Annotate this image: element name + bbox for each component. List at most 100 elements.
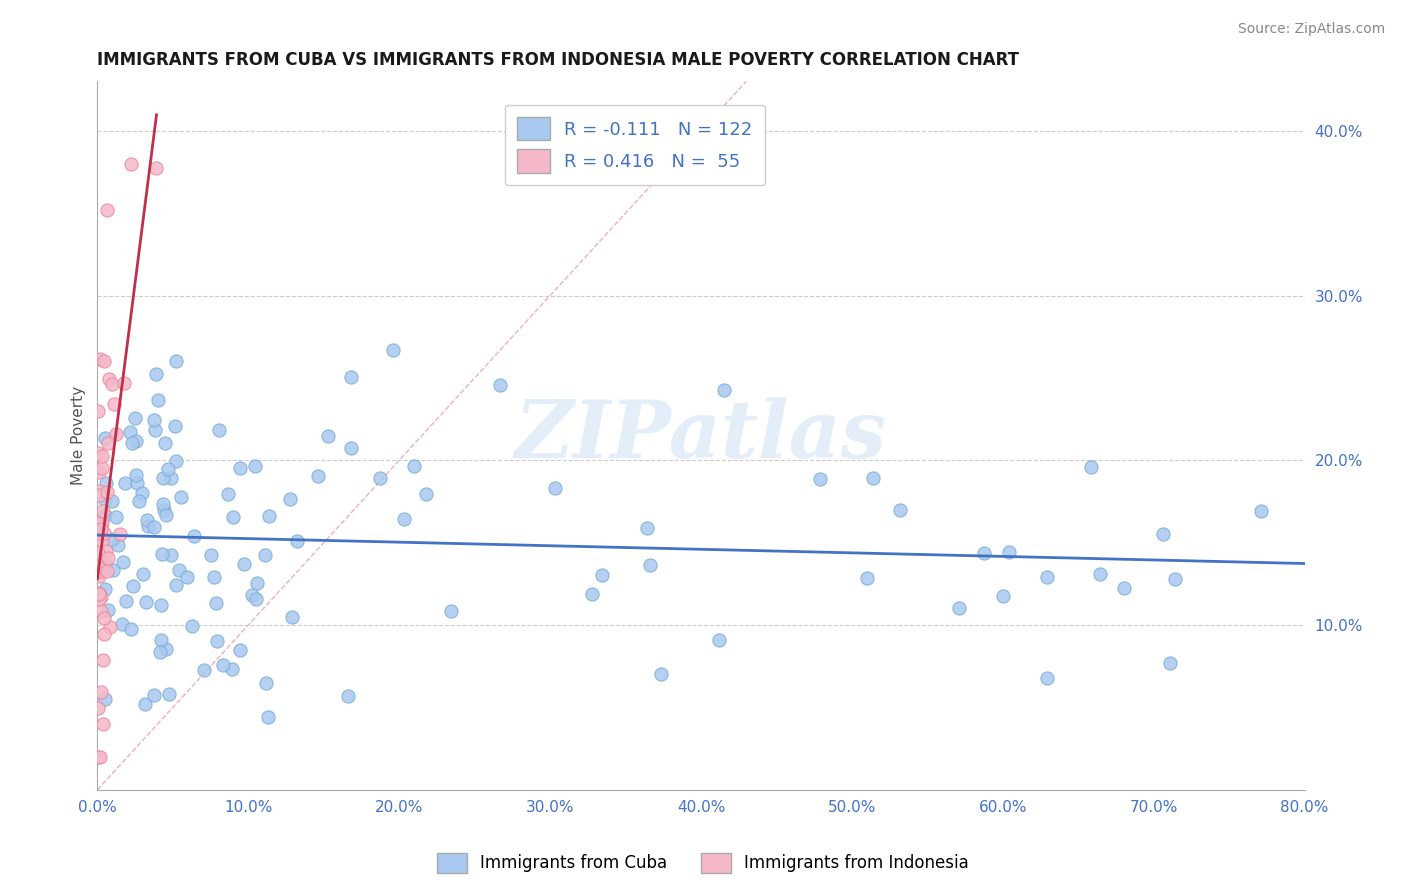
Point — [159, 471, 181, 485]
Point — [125, 434, 148, 449]
Point — [862, 471, 884, 485]
Point — [145, 367, 167, 381]
Point — [650, 667, 672, 681]
Point — [948, 600, 970, 615]
Point — [107, 538, 129, 552]
Point — [91, 717, 114, 731]
Point — [254, 676, 277, 690]
Point — [91, 556, 114, 570]
Point — [87, 592, 110, 607]
Point — [110, 617, 132, 632]
Point — [121, 436, 143, 450]
Point — [96, 202, 118, 217]
Point — [135, 595, 157, 609]
Point — [165, 453, 187, 467]
Point — [544, 481, 567, 495]
Point — [91, 504, 114, 518]
Point — [489, 377, 512, 392]
Point — [93, 525, 115, 540]
Point — [1152, 526, 1174, 541]
Point — [1080, 460, 1102, 475]
Point — [155, 508, 177, 523]
Point — [97, 603, 120, 617]
Point — [165, 577, 187, 591]
Point — [89, 488, 111, 502]
Point — [98, 620, 121, 634]
Point — [87, 750, 110, 764]
Point — [176, 570, 198, 584]
Point — [120, 157, 142, 171]
Point — [90, 684, 112, 698]
Point — [89, 558, 111, 572]
Point — [808, 472, 831, 486]
Point — [89, 351, 111, 366]
Point — [152, 497, 174, 511]
Point — [155, 642, 177, 657]
Point — [91, 460, 114, 475]
Point — [111, 556, 134, 570]
Point — [193, 663, 215, 677]
Point — [112, 376, 135, 391]
Point — [114, 476, 136, 491]
Point — [101, 494, 124, 508]
Point — [1250, 503, 1272, 517]
Point — [221, 662, 243, 676]
Point — [404, 459, 426, 474]
Point — [89, 568, 111, 582]
Point — [149, 598, 172, 612]
Point — [94, 475, 117, 490]
Point — [91, 652, 114, 666]
Point — [150, 547, 173, 561]
Point — [205, 596, 228, 610]
Point — [132, 567, 155, 582]
Point — [183, 529, 205, 543]
Point — [94, 431, 117, 445]
Point — [94, 691, 117, 706]
Point — [208, 423, 231, 437]
Point — [165, 354, 187, 368]
Point — [149, 645, 172, 659]
Point — [339, 441, 361, 455]
Point — [101, 563, 124, 577]
Point — [1112, 581, 1135, 595]
Point — [122, 579, 145, 593]
Point — [97, 372, 120, 386]
Point — [307, 469, 329, 483]
Point — [591, 568, 613, 582]
Point — [254, 548, 277, 562]
Point — [157, 687, 180, 701]
Point — [105, 509, 128, 524]
Point — [87, 585, 110, 599]
Point — [243, 458, 266, 473]
Point — [90, 604, 112, 618]
Point — [87, 526, 110, 541]
Text: Source: ZipAtlas.com: Source: ZipAtlas.com — [1237, 22, 1385, 37]
Point — [97, 551, 120, 566]
Legend: Immigrants from Cuba, Immigrants from Indonesia: Immigrants from Cuba, Immigrants from In… — [430, 847, 976, 880]
Point — [87, 516, 110, 530]
Point — [217, 486, 239, 500]
Point — [96, 484, 118, 499]
Point — [143, 423, 166, 437]
Point — [93, 353, 115, 368]
Point — [233, 557, 256, 571]
Point — [1164, 572, 1187, 586]
Point — [89, 587, 111, 601]
Point — [259, 508, 281, 523]
Point — [142, 520, 165, 534]
Point — [135, 513, 157, 527]
Point — [156, 462, 179, 476]
Point — [87, 546, 110, 560]
Point — [1036, 570, 1059, 584]
Point — [340, 370, 363, 384]
Point — [90, 565, 112, 579]
Point — [392, 512, 415, 526]
Point — [581, 587, 603, 601]
Point — [87, 559, 110, 574]
Point — [128, 493, 150, 508]
Point — [713, 383, 735, 397]
Point — [202, 570, 225, 584]
Point — [256, 710, 278, 724]
Point — [415, 487, 437, 501]
Point — [143, 412, 166, 426]
